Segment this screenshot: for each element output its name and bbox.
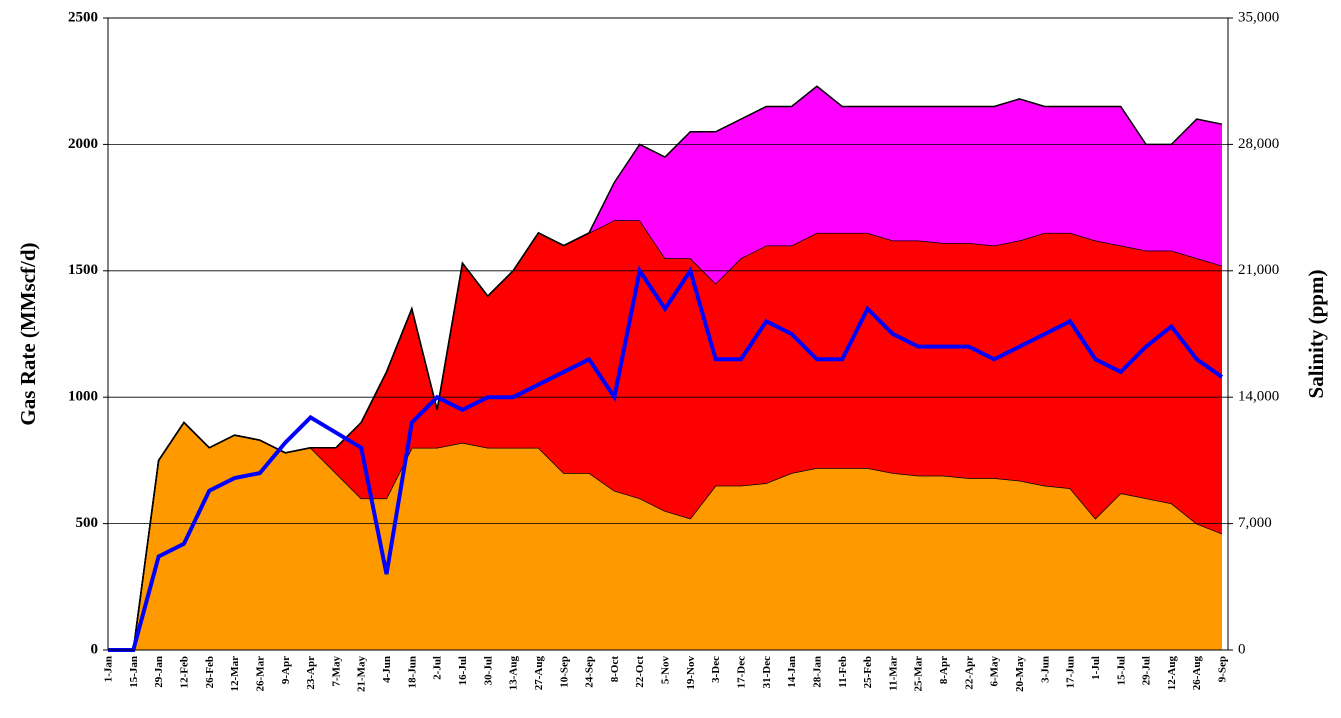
x-tick-label: 5-Nov [660,656,672,685]
x-tick-label: 29-Jul [1141,656,1153,685]
x-tick-label: 11-Feb [837,656,849,688]
y-tick-label: 1000 [68,389,98,405]
x-tick-label: 24-Sep [584,656,596,688]
area [108,86,1222,651]
x-tick-label: 17-Jun [1065,656,1077,688]
x-tick-label: 17-Dec [735,656,747,688]
x-tick-label: 26-Aug [1191,656,1203,691]
x-tick-label: 21-May [356,656,368,693]
x-tick-label: 12-Aug [1166,656,1178,691]
area [108,220,1222,651]
x-tick-label: 11-Mar [887,656,899,691]
y2-axis-title: Salinity (ppm) [1304,270,1328,399]
x-tick-label: 4-Jun [381,656,393,683]
y2-tick-label: 28,000 [1238,136,1279,152]
y-tick-label: 1500 [68,262,98,278]
x-tick-label: 30-Jul [482,656,494,685]
x-tick-label: 31-Dec [761,656,773,688]
y-tick-label: 2500 [68,9,98,25]
y2-tick-label: 35,000 [1238,9,1279,25]
x-tick-label: 1-Jan [103,656,115,682]
area-outline [108,85,1223,651]
x-tick-label: 14-Jan [786,656,798,688]
plot-border [107,17,1229,651]
y2-tick-label: 7,000 [1238,515,1272,531]
y-tick-label: 500 [76,515,99,531]
x-tick-label: 12-Mar [229,656,241,692]
x-tick-label: 1-Jul [1090,656,1102,680]
x-tick-label: 15-Jan [128,656,140,688]
x-tick-label: 25-Mar [913,656,925,692]
x-tick-label: 29-Jan [153,656,165,688]
x-tick-label: 22-Apr [963,656,975,690]
x-tick-label: 26-Feb [204,656,216,688]
area [108,422,1222,650]
x-tick-label: 3-Dec [710,656,722,683]
x-tick-label: 7-May [330,656,342,687]
x-tick-label: 12-Feb [178,656,190,688]
x-tick-label: 3-Jun [1039,656,1051,683]
x-tick-label: 10-Sep [558,656,570,688]
x-tick-label: 28-Jan [811,656,823,688]
y2-tick-label: 21,000 [1238,262,1279,278]
x-tick-label: 19-Nov [685,656,697,690]
x-tick-label: 9-Apr [280,656,292,684]
x-tick-label: 16-Jul [457,656,469,685]
x-tick-label: 26-Mar [254,656,266,692]
x-tick-label: 22-Oct [634,656,646,688]
y2-tick-label: 14,000 [1238,389,1279,405]
y2-tick-label: 0 [1238,641,1246,657]
x-tick-label: 18-Jun [406,656,418,688]
x-tick-label: 15-Jul [1115,656,1127,685]
x-tick-label: 25-Feb [862,656,874,688]
x-tick-label: 23-Apr [305,656,317,690]
y-tick-label: 2000 [68,136,98,152]
x-tick-label: 13-Aug [508,656,520,691]
x-tick-label: 2-Jul [432,656,444,680]
x-tick-label: 6-May [989,656,1001,687]
x-tick-label: 27-Aug [533,656,545,691]
x-tick-label: 8-Apr [938,656,950,684]
y-tick-label: 0 [91,641,99,657]
x-tick-label: 9-Sep [1217,656,1229,682]
x-tick-label: 8-Oct [609,656,621,683]
y-axis-title: Gas Rate (MMscf/d) [16,242,40,425]
salinity-line [108,265,1224,652]
x-tick-label: 20-May [1014,656,1026,693]
